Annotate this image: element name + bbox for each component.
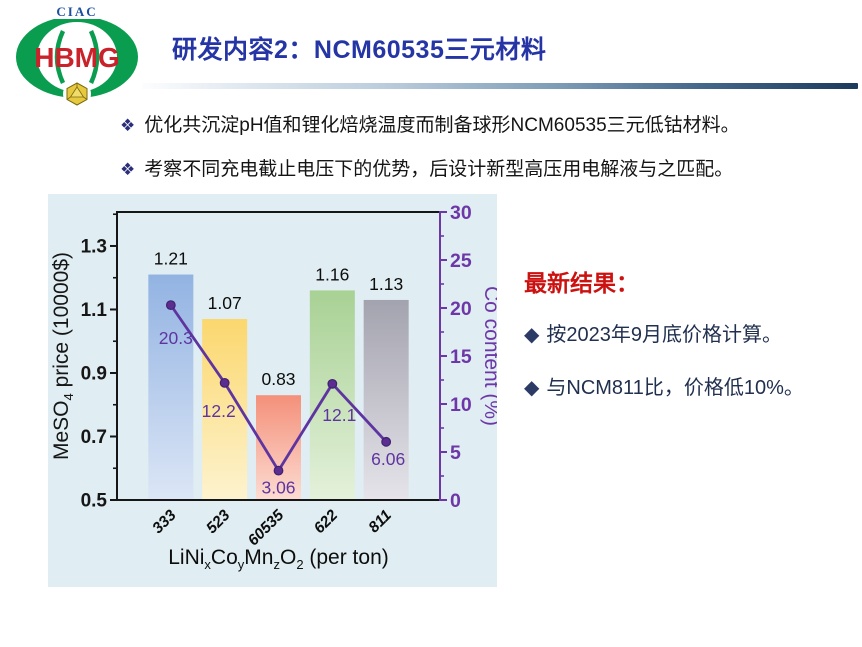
line-marker bbox=[219, 377, 230, 388]
left-tick-label: 0.5 bbox=[81, 491, 108, 512]
right-axis-title: Co content (%) bbox=[480, 286, 497, 426]
x-tick-label: 811 bbox=[365, 507, 394, 536]
line-value-label: 3.06 bbox=[261, 478, 295, 498]
x-tick-label: 60535 bbox=[245, 507, 288, 550]
logo-polyhedron-icon bbox=[63, 80, 91, 108]
bar-622 bbox=[309, 290, 355, 500]
right-tick-label: 0 bbox=[450, 490, 461, 512]
diamond-icon: ◆ bbox=[524, 324, 540, 346]
bullet-item: ❖ 优化共沉淀pH值和锂化焙烧温度而制备球形NCM60535三元低钴材料。 bbox=[120, 114, 800, 138]
results-heading: 最新结果： bbox=[524, 270, 639, 296]
x-axis-title: LiNixCoyMnzO2 (per ton) bbox=[168, 546, 389, 572]
line-marker bbox=[165, 300, 176, 311]
diamond-icon: ◆ bbox=[524, 377, 540, 399]
line-value-label: 20.3 bbox=[159, 328, 193, 348]
logo-name-text: HBMG bbox=[34, 42, 120, 73]
left-axis-title: MeSO4 price (10000$) bbox=[50, 252, 76, 460]
line-series: 20.3 12.2 3.06 12.1 6.06 bbox=[159, 300, 405, 498]
right-tick-label: 25 bbox=[450, 250, 472, 272]
right-tick-label: 20 bbox=[450, 298, 472, 320]
left-tick-label: 1.3 bbox=[81, 236, 107, 257]
bullet-list: ❖ 优化共沉淀pH值和锂化焙烧温度而制备球形NCM60535三元低钴材料。 ❖ … bbox=[120, 114, 800, 202]
diamond-bullet-icon: ❖ bbox=[120, 160, 136, 179]
bullet-text: 优化共沉淀pH值和锂化焙烧温度而制备球形NCM60535三元低钴材料。 bbox=[144, 115, 740, 136]
line-marker bbox=[327, 378, 338, 389]
price-co-chart: 1.21 1.07 0.83 1.16 1.13 0.5 0.7 0.9 1.1 1.3 0 5 10 1… bbox=[50, 202, 497, 572]
line-marker bbox=[273, 465, 284, 476]
bar-value-label: 1.21 bbox=[154, 249, 188, 269]
bar-333 bbox=[148, 274, 194, 500]
result-item: ◆ 与NCM811比，价格低10%。 bbox=[524, 375, 854, 402]
bar-811 bbox=[363, 299, 409, 500]
result-text: 与NCM811比，价格低10%。 bbox=[546, 377, 804, 399]
bar-value-label: 1.16 bbox=[315, 264, 349, 284]
right-tick-label: 10 bbox=[450, 394, 472, 416]
axes: 0.5 0.7 0.9 1.1 1.3 0 5 10 15 20 25 30 bbox=[81, 202, 472, 512]
bar-value-label: 0.83 bbox=[261, 369, 295, 389]
result-item: ◆ 按2023年9月底价格计算。 bbox=[524, 322, 854, 349]
bar-value-label: 1.13 bbox=[369, 274, 403, 294]
diamond-bullet-icon: ❖ bbox=[120, 116, 136, 135]
right-tick-label: 5 bbox=[450, 442, 461, 464]
bullet-item: ❖ 考察不同充电截止电压下的优势，后设计新型高压用电解液与之匹配。 bbox=[120, 158, 800, 182]
bar-value-label: 1.07 bbox=[208, 293, 242, 313]
result-text: 按2023年9月底价格计算。 bbox=[546, 324, 783, 346]
page-title: 研发内容2：NCM60535三元材料 bbox=[172, 36, 547, 64]
line-value-label: 6.06 bbox=[371, 449, 405, 469]
title-divider bbox=[142, 83, 858, 89]
bullet-text: 考察不同充电截止电压下的优势，后设计新型高压用电解液与之匹配。 bbox=[144, 159, 734, 180]
hbmg-logo: CIAC HBMG bbox=[16, 4, 138, 108]
bar-value-labels: 1.21 1.07 0.83 1.16 1.13 bbox=[154, 249, 403, 390]
line-marker bbox=[381, 436, 392, 447]
left-tick-label: 0.7 bbox=[81, 427, 107, 448]
results-block: 最新结果： ◆ 按2023年9月底价格计算。 ◆ 与NCM811比，价格低10%… bbox=[524, 264, 854, 428]
left-tick-label: 0.9 bbox=[81, 363, 107, 384]
left-tick-label: 1.1 bbox=[81, 300, 108, 321]
x-tick-label: 622 bbox=[311, 507, 342, 538]
x-tick-label: 523 bbox=[203, 507, 234, 538]
price-co-chart-panel: 1.21 1.07 0.83 1.16 1.13 0.5 0.7 0.9 1.1 1.3 0 5 10 1… bbox=[48, 194, 497, 587]
x-tick-label: 333 bbox=[149, 507, 180, 538]
right-tick-label: 15 bbox=[450, 346, 472, 368]
logo-org-text: CIAC bbox=[56, 4, 97, 19]
x-category-labels: 333 523 60535 622 811 bbox=[149, 507, 395, 550]
logo-ellipse-icon bbox=[16, 4, 138, 98]
line-value-label: 12.1 bbox=[322, 405, 356, 425]
line-value-label: 12.2 bbox=[202, 401, 236, 421]
right-tick-label: 30 bbox=[450, 202, 472, 224]
